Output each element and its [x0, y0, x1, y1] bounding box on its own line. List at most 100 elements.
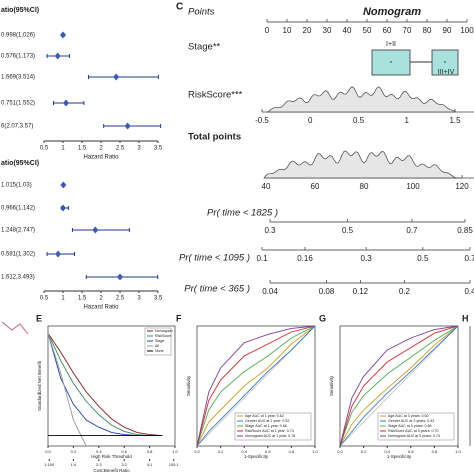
risk-density [267, 86, 474, 113]
x2-tick-label: 3:2 [121, 462, 127, 467]
hr-point [117, 273, 123, 281]
tick-label: 0.04 [262, 287, 278, 296]
tick-label: 0.5 [417, 254, 429, 263]
tick-label: 0.2 [399, 287, 411, 296]
hr-point [60, 31, 66, 39]
x-tick-label: 0.0 [337, 449, 343, 454]
tick-label: 0.3 [264, 226, 276, 235]
tick-label: 0.85 [457, 226, 473, 235]
legend-label: Stage [155, 339, 164, 343]
x-tick-label: 0.8 [289, 449, 295, 454]
hr-point [92, 226, 99, 234]
x-tick-label: 0.4 [96, 449, 102, 454]
panel-d-fragment [1, 321, 29, 335]
x-axis-label: High Risk Threshold [91, 454, 132, 459]
row-label: 6(2.07,3.57) [1, 124, 33, 130]
row-label: 1.248(2.747) [1, 228, 35, 234]
x-axis-label: Hazard Ratio [83, 305, 119, 311]
x-tick-label: 0.2 [71, 449, 77, 454]
tick-label: 0.5 [353, 116, 365, 125]
x-tick-label: 1 [61, 296, 65, 302]
plot-frame [196, 325, 316, 447]
legend-label: None [155, 349, 164, 353]
legend-box [377, 412, 455, 441]
hr-point [60, 181, 67, 189]
tick-label: 70 [403, 26, 412, 35]
x-tick-label: 0.5 [40, 296, 49, 302]
legend-box [234, 412, 312, 441]
legend-label: RiskScore [155, 334, 171, 338]
x-tick-label: 2 [99, 296, 103, 302]
series-line [339, 325, 459, 447]
x2-tick-label: 2:3 [96, 462, 102, 467]
stage-mean [444, 61, 446, 63]
tick-label: 0.3 [361, 254, 373, 263]
series-line [339, 325, 459, 447]
hr-point [60, 204, 66, 212]
panel-label: E [36, 313, 42, 323]
x-tick-label: 3 [137, 296, 141, 302]
x-tick-label: 1 [61, 146, 65, 152]
series-line [339, 325, 459, 447]
series-line [47, 333, 163, 437]
hr-point [63, 99, 70, 107]
x-tick-label: 0.4 [384, 449, 390, 454]
row-label: Pr( time < 1095 ) [179, 253, 250, 264]
row-label: 0.966(1.142) [1, 206, 35, 212]
x-tick-label: 0.4 [241, 449, 247, 454]
tick-label: 90 [443, 26, 452, 35]
legend-label: RiskScore AUC at 1 year: 0.74 [245, 429, 294, 433]
x2-tick-label: 1:4 [71, 462, 77, 467]
row-label: Points [188, 7, 215, 18]
tick-label: 20 [303, 26, 312, 35]
x-tick-label: 2.5 [116, 296, 125, 302]
x-tick-label: 1.0 [312, 449, 318, 454]
x-tick-label: 3.5 [154, 296, 163, 302]
series-line [196, 325, 316, 447]
x-tick-label: 0.2 [361, 449, 367, 454]
x2-tick-label: 100:1 [169, 462, 180, 467]
row-label: Stage** [188, 42, 221, 53]
hr-point [55, 250, 62, 258]
row-label: 0.576(1.173) [1, 54, 35, 60]
tick-label: 80 [360, 182, 369, 191]
legend-label: Age AUC at 3 years: 0.60 [388, 414, 429, 418]
x-tick-label: 0.6 [121, 449, 127, 454]
series-line [196, 325, 316, 447]
row-label: 1.612,3.493) [1, 275, 35, 281]
x-tick-label: 0.0 [45, 449, 51, 454]
legend-label: Gender AUC at 1 year: 0.52 [245, 419, 289, 423]
panel-label: C [176, 2, 183, 13]
tick-label: -0.5 [255, 116, 269, 125]
series-line [47, 333, 163, 437]
column-header: atio(95%CI) [1, 7, 39, 14]
x-tick-label: 1.0 [455, 449, 461, 454]
panel-label: F [176, 313, 182, 323]
y-axis-label: Standardized Net Benefit [37, 360, 42, 411]
tick-label: 0.4 [464, 287, 474, 296]
legend-label: Stage AUC at 3 years: 0.66 [388, 424, 432, 428]
x-tick-label: 0.8 [147, 449, 153, 454]
hr-point [113, 73, 120, 81]
x2-tick-label: 4:1 [147, 462, 153, 467]
x-tick-label: 1.0 [172, 449, 178, 454]
series-line [196, 325, 316, 447]
tick-label: 60 [311, 182, 320, 191]
legend-label: Age AUC at 1 year: 0.62 [245, 414, 284, 418]
hr-point [54, 52, 61, 60]
panel-label: G [319, 313, 326, 323]
legend-label: Nomogram AUC at 3 years: 0.74 [388, 434, 440, 438]
tick-label: 100 [460, 26, 474, 35]
row-label: Pr( time < 1825 ) [207, 208, 278, 219]
x-axis-label: Hazard Ratio [83, 155, 119, 161]
stage-mean [390, 61, 392, 63]
tick-label: 40 [262, 182, 271, 191]
x-tick-label: 0.8 [432, 449, 438, 454]
group-label: I+II [386, 41, 396, 48]
tick-label: 0.08 [319, 287, 335, 296]
x-tick-label: 1.5 [78, 146, 87, 152]
y-axis-label: Sensitivity [329, 375, 334, 396]
series-line [47, 333, 87, 447]
